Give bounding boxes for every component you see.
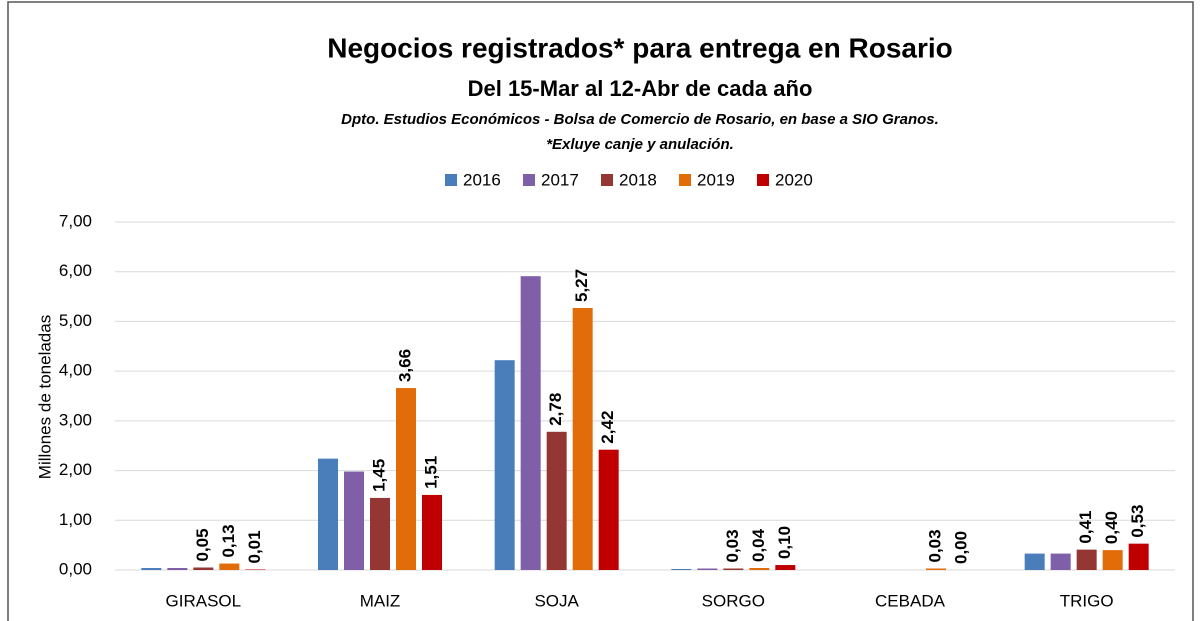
y-tick-label: 2,00 [59, 460, 92, 479]
bar [344, 471, 364, 570]
data-label: 1,51 [421, 456, 440, 489]
legend-label: 2018 [619, 170, 657, 189]
legend-label: 2019 [697, 170, 735, 189]
legend-swatch [757, 174, 769, 186]
y-tick-label: 7,00 [59, 211, 92, 230]
y-tick-label: 4,00 [59, 361, 92, 380]
chart-title: Negocios registrados* para entrega en Ro… [327, 32, 953, 63]
data-label: 5,27 [572, 269, 591, 302]
bar [167, 568, 188, 570]
data-label: 0,00 [951, 531, 970, 564]
bar [219, 563, 240, 570]
bar [1102, 550, 1123, 570]
bar [1128, 543, 1149, 570]
legend-label: 2017 [541, 170, 579, 189]
bar [1076, 549, 1097, 570]
x-tick-label: SORGO [702, 591, 765, 610]
bar [926, 568, 946, 570]
bar [598, 449, 619, 570]
bar [396, 388, 416, 570]
x-tick-label: SOJA [534, 591, 579, 610]
data-label: 0,03 [925, 529, 944, 562]
bar [318, 458, 338, 570]
bar [697, 568, 718, 570]
bar [1024, 553, 1045, 570]
data-label: 0,04 [749, 528, 768, 562]
y-tick-label: 3,00 [59, 410, 92, 429]
data-label: 0,01 [245, 530, 264, 563]
data-label: 1,45 [369, 459, 388, 492]
data-label: 2,78 [546, 393, 565, 426]
legend-swatch [445, 174, 457, 186]
x-tick-label: CEBADA [875, 591, 946, 610]
source: Dpto. Estudios Económicos - Bolsa de Com… [341, 111, 939, 128]
legend-label: 2016 [463, 170, 501, 189]
bar [422, 494, 442, 570]
bar [370, 497, 390, 570]
legend-swatch [523, 174, 535, 186]
data-label: 3,66 [395, 349, 414, 382]
bar [193, 567, 214, 570]
y-tick-label: 6,00 [59, 261, 92, 280]
data-label: 0,13 [219, 524, 238, 557]
data-label: 0,40 [1102, 511, 1121, 544]
y-tick-label: 5,00 [59, 311, 92, 330]
data-label: 0,41 [1076, 511, 1095, 544]
x-tick-label: MAIZ [360, 591, 401, 610]
legend-swatch [601, 174, 613, 186]
bar [494, 360, 515, 570]
chart-subtitle: Del 15-Mar al 12-Abr de cada año [468, 76, 813, 101]
data-label: 0,53 [1128, 505, 1147, 538]
y-axis-label: Millones de toneladas [35, 315, 54, 479]
x-tick-label: GIRASOL [166, 591, 242, 610]
bar [1050, 553, 1071, 570]
note: *Exluye canje y anulación. [546, 136, 734, 153]
bar [749, 568, 770, 570]
data-label: 0,05 [193, 528, 212, 561]
y-tick-label: 0,00 [59, 559, 92, 578]
bar [141, 568, 162, 570]
data-label: 2,42 [598, 411, 617, 444]
x-tick-label: TRIGO [1060, 591, 1114, 610]
bar [546, 431, 567, 570]
bar [775, 565, 796, 570]
data-label: 0,03 [723, 529, 742, 562]
bar [671, 569, 692, 570]
data-label: 0,10 [775, 526, 794, 559]
frame [7, 1, 1194, 621]
y-tick-label: 1,00 [59, 510, 92, 529]
legend-swatch [679, 174, 691, 186]
bar [520, 276, 541, 570]
bar [723, 568, 744, 570]
legend-label: 2020 [775, 170, 813, 189]
bar [572, 308, 593, 570]
